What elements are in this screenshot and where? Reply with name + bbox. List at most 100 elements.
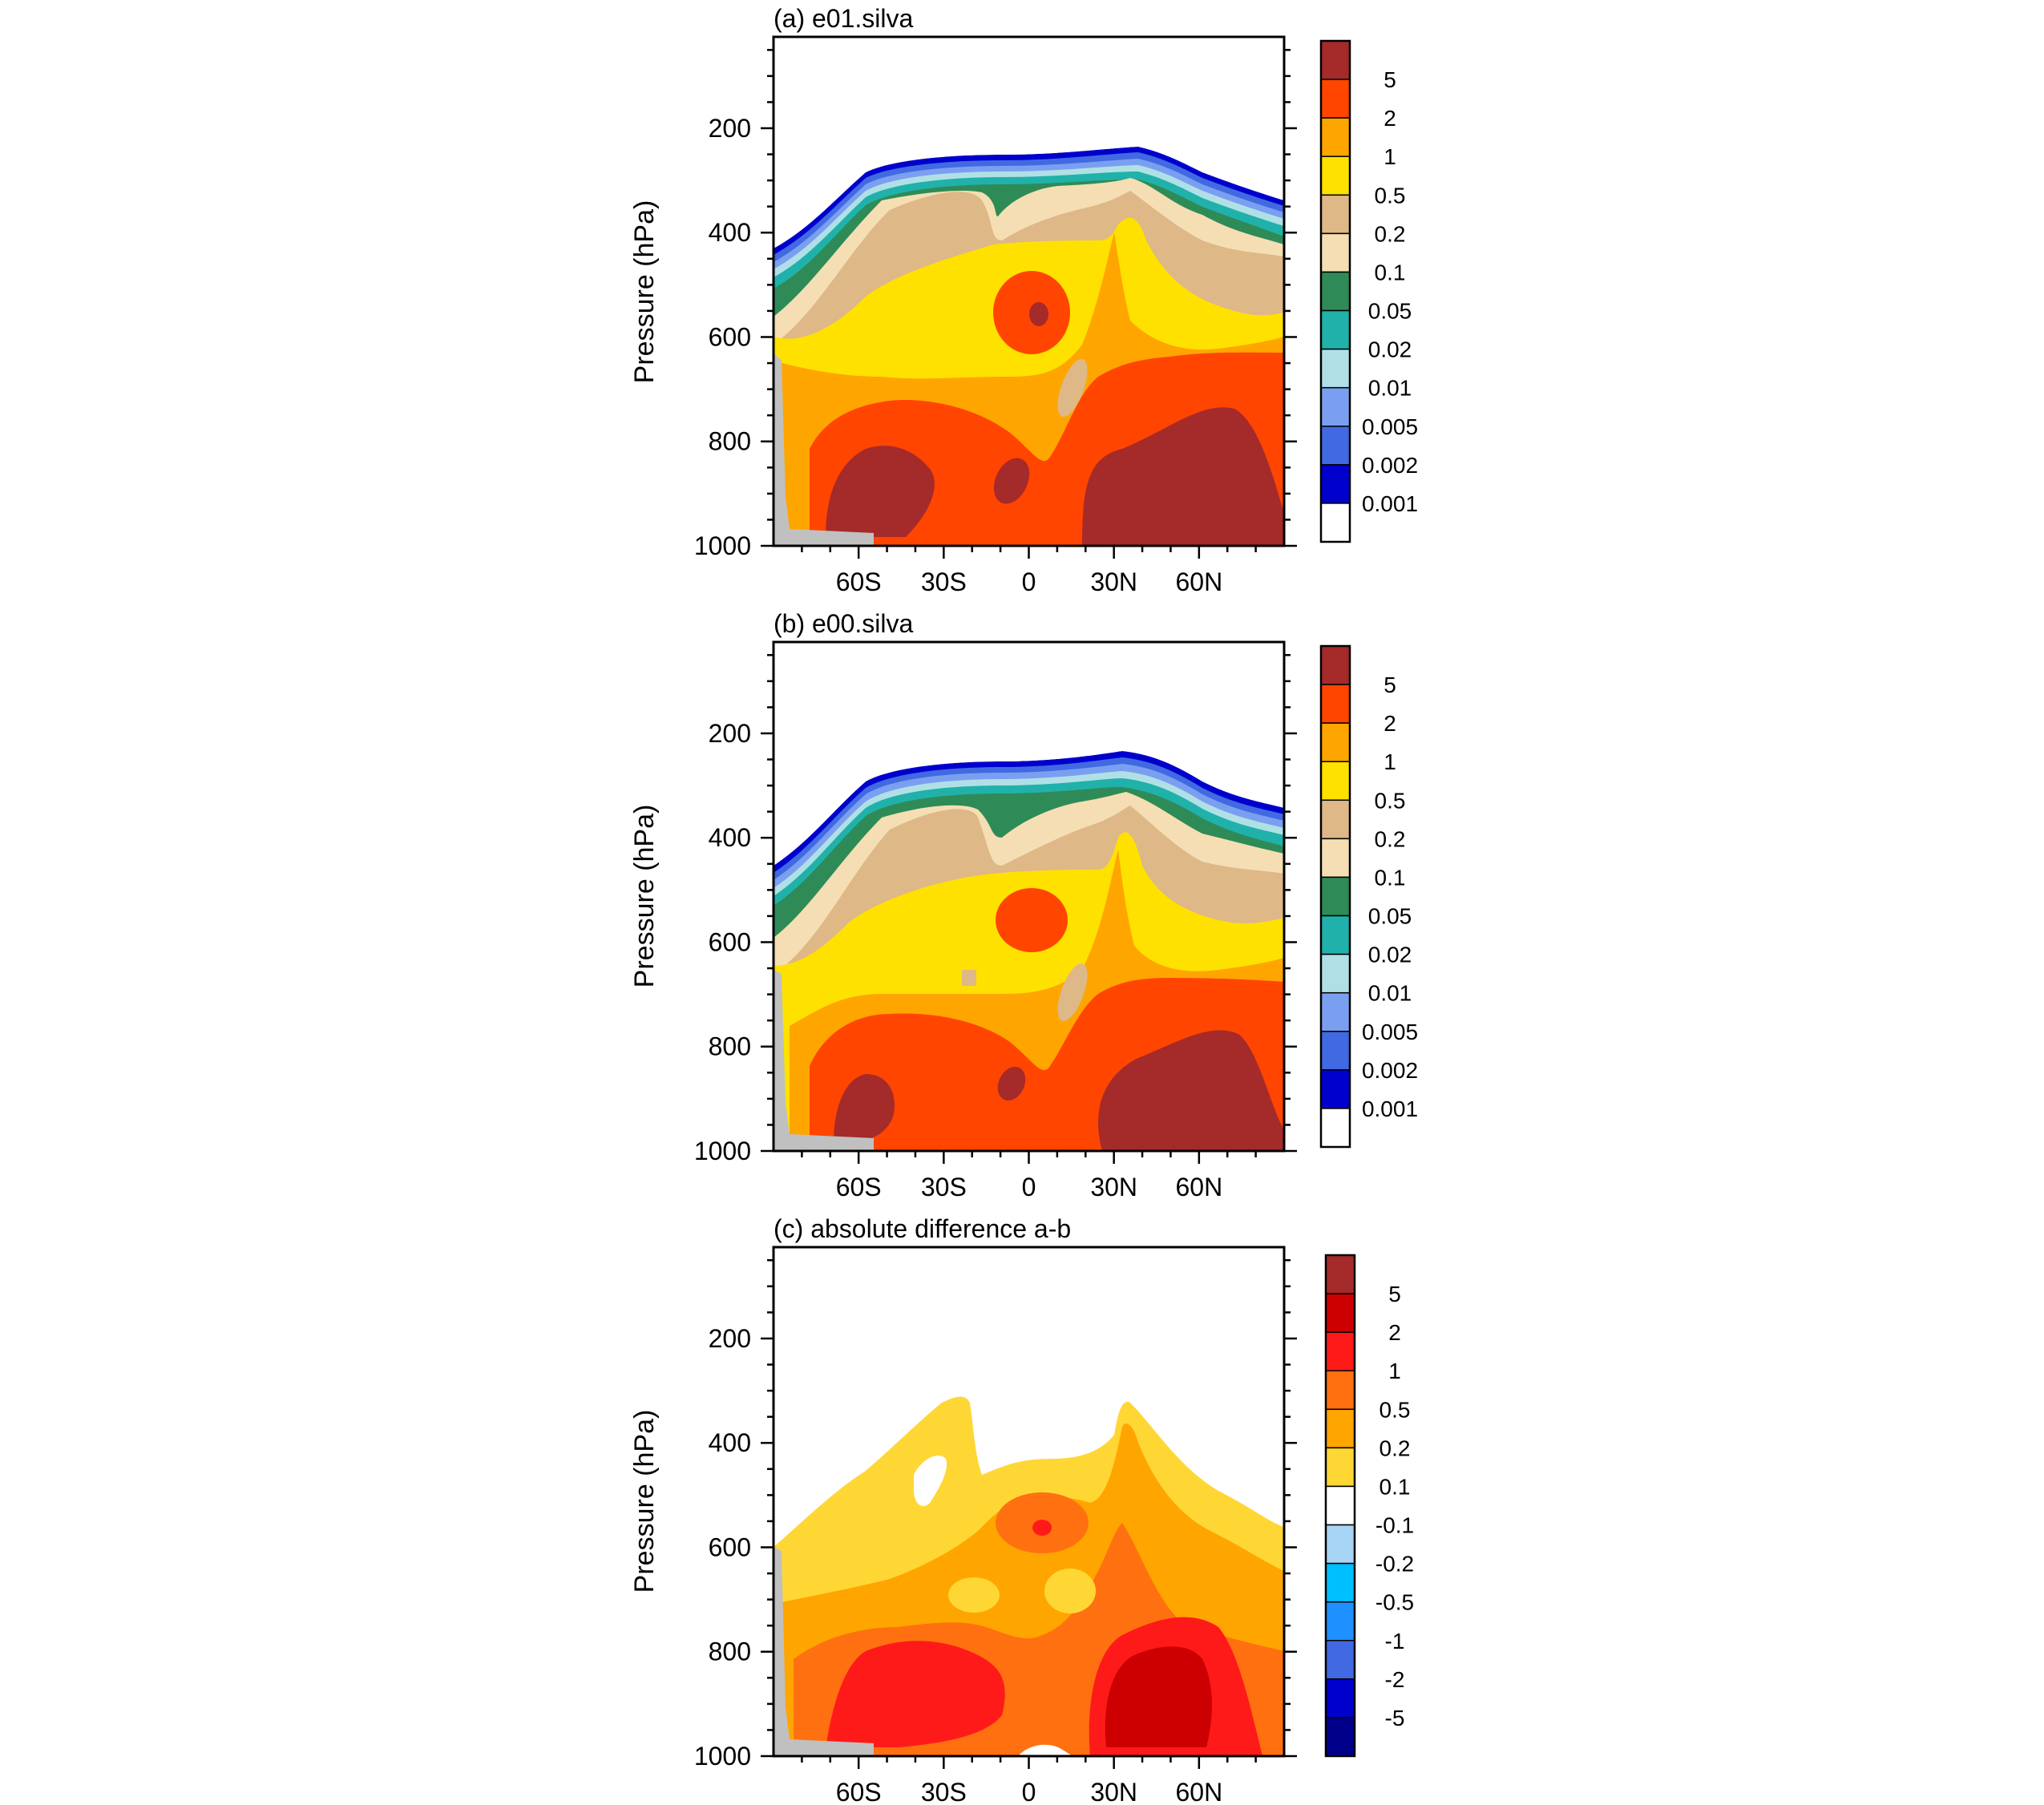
colorbar-swatch (1320, 876, 1351, 917)
colorbar-label: 5 (1384, 672, 1396, 697)
panel-b-xaxis: 60S 30S 0 30N 60N (801, 1151, 1257, 1201)
x-tick-label: 60S (836, 1173, 882, 1201)
panel-b-center-ring (996, 888, 1068, 952)
colorbar-label: 0.2 (1375, 221, 1406, 246)
colorbar-swatch (1320, 645, 1351, 685)
y-tick-label: 1000 (694, 1137, 751, 1165)
panel-c: (c) absolute difference a-b 200 400 600 800… (629, 1214, 1414, 1805)
colorbar-swatch (1320, 464, 1351, 504)
panel-b: (b) e00.silva 200 400 600 800 1000 60S 30S 0 30… (629, 609, 1418, 1201)
x-tick-label: 60N (1175, 567, 1222, 596)
x-tick-label: 30N (1090, 567, 1137, 596)
colorbar-swatch (1320, 503, 1351, 543)
colorbar-swatch (1320, 40, 1351, 80)
colorbar-swatch (1320, 838, 1351, 878)
colorbar-swatch (1320, 1108, 1351, 1148)
colorbar-swatch (1320, 722, 1351, 762)
colorbar-swatch (1325, 1293, 1355, 1333)
colorbar-swatch (1320, 79, 1351, 119)
panel-a-surface (774, 353, 874, 546)
panel-a-max-south (826, 446, 935, 537)
panel-b-colorbar: 5 2 1 0.5 0.2 0.1 0.05 0.02 0.01 0.005 0.002 0.001 (1319, 644, 1418, 1149)
colorbar-label: -0.5 (1375, 1590, 1414, 1615)
colorbar-label: 0.2 (1379, 1436, 1411, 1460)
x-tick-label: 30S (921, 1173, 967, 1201)
panel-a-lens (1057, 358, 1088, 418)
x-tick-label: 60N (1175, 1173, 1222, 1201)
colorbar-label: 0.5 (1379, 1397, 1411, 1422)
x-tick-label: 60N (1175, 1778, 1222, 1805)
x-tick-label: 0 (1022, 567, 1036, 596)
y-tick-label: 1000 (694, 531, 751, 560)
panel-c-band-2 (1105, 1646, 1212, 1747)
colorbar-swatch (1325, 1331, 1355, 1371)
colorbar-swatch (1320, 1069, 1351, 1109)
colorbar-swatch (1325, 1562, 1355, 1603)
colorbar-label: 0.001 (1362, 1096, 1418, 1121)
colorbar-label: -0.2 (1375, 1552, 1414, 1577)
panel-c-yaxis: 200 400 600 800 1000 (694, 1259, 1297, 1771)
y-tick-label: 400 (709, 218, 751, 247)
colorbar-label: 0.1 (1375, 865, 1406, 890)
panel-a-yaxis: 200 400 600 800 1000 (694, 49, 1297, 560)
panel-c-field (774, 1247, 1284, 1756)
colorbar-label: 0.005 (1362, 414, 1418, 439)
panel-c-hole (914, 1456, 947, 1507)
colorbar-swatch (1325, 1408, 1355, 1449)
panel-b-surface (774, 970, 874, 1151)
x-tick-label: 30S (921, 1778, 967, 1805)
colorbar-swatch (1320, 915, 1351, 955)
panel-b-yaxis: 200 400 600 800 1000 (694, 654, 1297, 1165)
colorbar-swatch (1325, 1640, 1355, 1680)
colorbar-label: 0.01 (1368, 376, 1412, 401)
colorbar-swatch (1320, 194, 1351, 235)
colorbar-swatch (1320, 155, 1351, 196)
y-tick-label: 200 (709, 114, 751, 143)
colorbar-label: 5 (1388, 1282, 1401, 1306)
colorbar-swatch (1320, 117, 1351, 157)
panel-c-top (774, 1247, 1284, 1547)
x-tick-label: 30N (1090, 1778, 1137, 1805)
colorbar-swatch (1320, 232, 1351, 273)
colorbar-label: 0.001 (1362, 491, 1418, 516)
colorbar-swatch (1320, 348, 1351, 389)
panel-b-speck (962, 970, 976, 986)
x-tick-label: 60S (836, 567, 882, 596)
panel-b-field (774, 642, 1284, 1151)
panel-c-xaxis: 60S 30S 0 30N 60N (801, 1756, 1257, 1805)
colorbar-label: 0.5 (1375, 788, 1406, 813)
panel-a-top (774, 37, 1284, 248)
colorbar-frame (1319, 39, 1351, 543)
panel-c-surface (774, 1547, 874, 1756)
colorbar-frame (1319, 644, 1351, 1149)
colorbar-swatch (1320, 386, 1351, 427)
colorbar-swatch (1325, 1717, 1355, 1757)
panel-a-center-core (1029, 302, 1048, 326)
panel-b-ylabel: Pressure (hPa) (629, 805, 660, 988)
panel-c-title: (c) absolute difference a-b (774, 1214, 1071, 1243)
colorbar-swatch (1320, 799, 1351, 840)
colorbar-swatch (1320, 991, 1351, 1032)
colorbar-swatch (1325, 1678, 1355, 1718)
colorbar-swatch (1325, 1601, 1355, 1641)
panel-a-max-tropic (993, 458, 1030, 504)
panel-a-field (774, 37, 1284, 546)
y-tick-label: 600 (709, 322, 751, 351)
colorbar-label: 0.2 (1375, 826, 1406, 851)
colorbar-swatch (1320, 426, 1351, 466)
x-tick-label: 30S (921, 567, 967, 596)
colorbar-label: 2 (1384, 106, 1396, 131)
panel-a-xaxis: 60S 30S 0 30N 60N (801, 546, 1257, 596)
colorbar-swatch (1325, 1447, 1355, 1488)
colorbar-swatch (1325, 1370, 1355, 1411)
panel-b-title: (b) e00.silva (774, 609, 914, 638)
y-tick-label: 800 (709, 1637, 751, 1666)
panel-b-max-south (834, 1074, 895, 1142)
colorbar-swatch (1325, 1485, 1355, 1526)
y-tick-label: 1000 (694, 1742, 751, 1771)
y-tick-label: 400 (709, 823, 751, 852)
colorbar-label: 0.1 (1379, 1474, 1411, 1499)
panel-c-colorbar: 5 2 1 0.5 0.2 0.1 -0.1 -0.2 -0.5 -1 -2 -5 (1324, 1254, 1414, 1758)
colorbar-label: 0.05 (1368, 904, 1412, 929)
colorbar-swatch (1320, 1031, 1351, 1071)
